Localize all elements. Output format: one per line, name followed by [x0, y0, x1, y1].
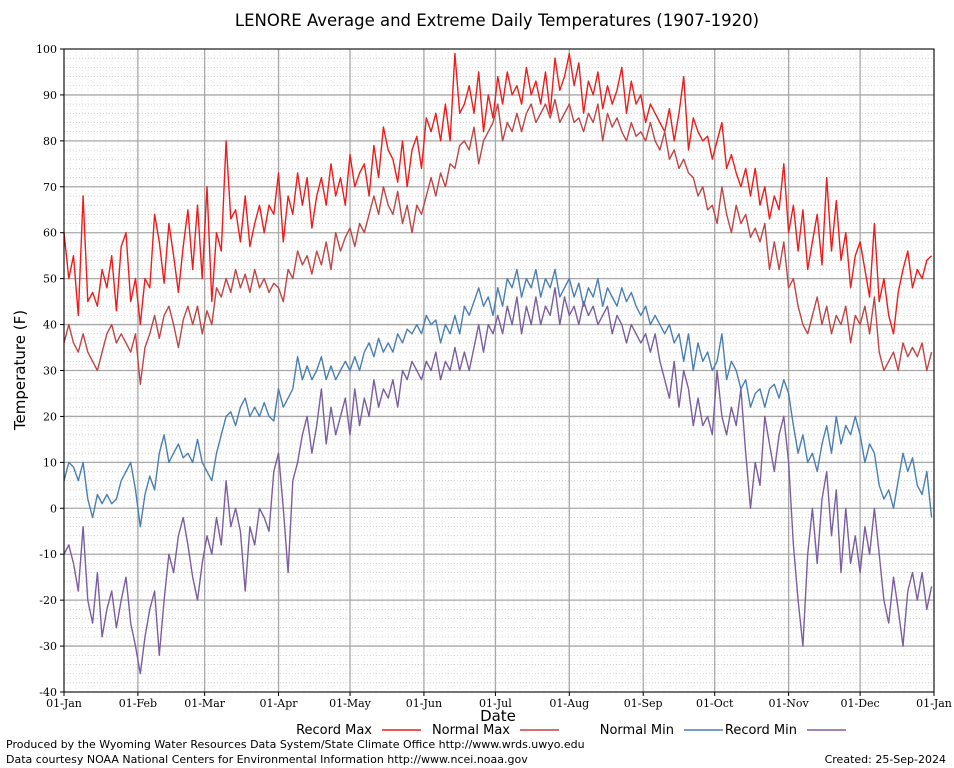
y-tick-label: 80 — [43, 135, 57, 148]
y-axis-title: Temperature (F) — [11, 310, 29, 431]
created-date: Created: 25-Sep-2024 — [825, 753, 946, 766]
x-tick-label: 01-Aug — [549, 697, 589, 710]
y-tick-label: 90 — [43, 89, 57, 102]
x-tick-label: 01-Mar — [184, 697, 226, 710]
x-tick-label: 01-Feb — [119, 697, 157, 710]
y-tick-label: 40 — [43, 319, 57, 332]
chart-title: LENORE Average and Extreme Daily Tempera… — [235, 11, 759, 30]
y-tick-label: 60 — [43, 227, 57, 240]
legend-label-normal-max: Normal Max — [432, 723, 510, 738]
x-tick-label: 01-Jul — [479, 697, 512, 710]
y-tick-label: 100 — [36, 43, 57, 56]
y-axis-ticks: -40 -30 -20 -10 0 10 20 30 40 50 60 70 80 90 100 — [36, 43, 64, 699]
y-tick-label: -30 — [39, 640, 57, 653]
series-line-record-min — [63, 287, 933, 675]
y-tick-label: -40 — [39, 686, 57, 699]
y-tick-label: 50 — [43, 273, 57, 286]
y-tick-label: -20 — [39, 594, 57, 607]
legend-label-record-min: Record Min — [725, 723, 797, 738]
series-lines — [63, 52, 933, 675]
x-tick-label: 01-Jan — [46, 697, 82, 710]
series-line-record-max — [63, 52, 933, 335]
x-tick-label: 01-Dec — [841, 697, 880, 710]
x-tick-label: 01-Nov — [769, 697, 810, 710]
x-tick-label: 01-May — [329, 697, 372, 710]
x-tick-label: 01-Sep — [624, 697, 663, 710]
y-tick-label: 10 — [43, 456, 57, 469]
y-tick-label: 20 — [43, 410, 57, 423]
x-axis-title: Date — [480, 707, 516, 725]
x-axis-ticks: 01-Jan 01-Feb 01-Mar 01-Apr 01-May 01-Jun 01-J… — [46, 692, 952, 710]
y-tick-label: 0 — [50, 502, 57, 515]
credit-line-1: Produced by the Wyoming Water Resources … — [6, 738, 585, 751]
x-tick-label: 01-Jan — [916, 697, 952, 710]
y-tick-label: -10 — [39, 548, 57, 561]
y-tick-label: 70 — [43, 181, 57, 194]
series-line-normal-min — [63, 268, 933, 528]
y-tick-label: 30 — [43, 365, 57, 378]
x-tick-label: 01-Oct — [696, 697, 734, 710]
series-line-normal-max — [63, 98, 933, 385]
credit-line-2: Data courtesy NOAA National Centers for … — [6, 753, 528, 766]
legend-label-record-max: Record Max — [296, 723, 372, 738]
legend-label-normal-min: Normal Min — [600, 723, 674, 738]
x-tick-label: 01-Apr — [260, 697, 299, 710]
legend: Record Max Normal Max Normal Min Record Min — [296, 723, 846, 738]
x-tick-label: 01-Jun — [406, 697, 442, 710]
